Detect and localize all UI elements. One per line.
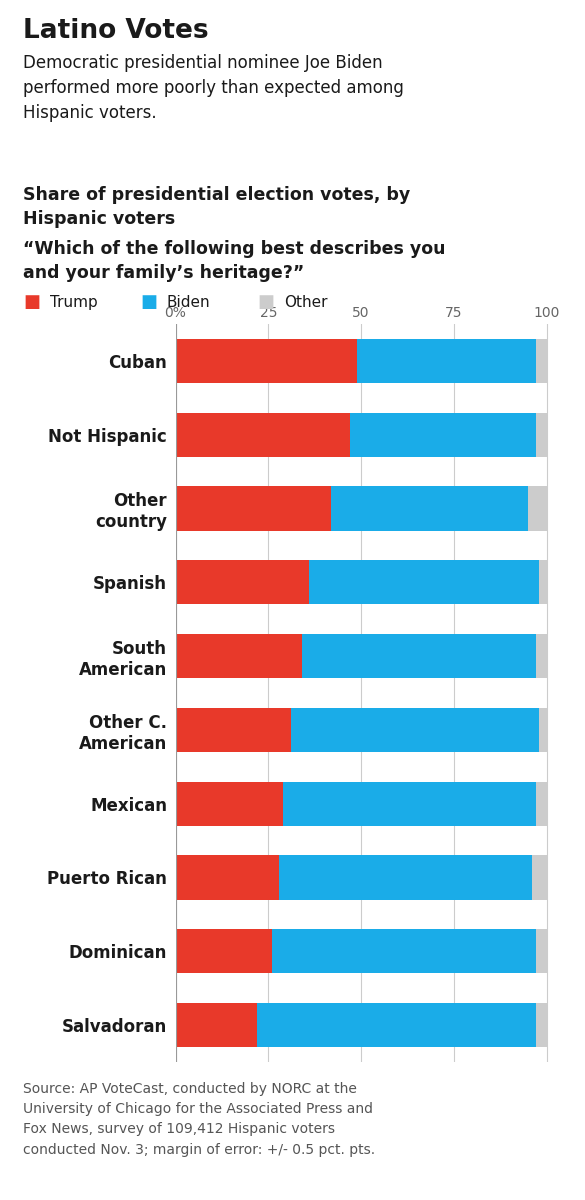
Bar: [536, 634, 547, 678]
Text: Share of presidential election votes, by
Hispanic voters: Share of presidential election votes, by…: [23, 186, 411, 228]
Bar: [536, 1003, 547, 1048]
Bar: [536, 929, 547, 973]
Bar: [176, 560, 309, 605]
Text: ■: ■: [23, 293, 40, 311]
Bar: [257, 1003, 536, 1048]
Bar: [350, 413, 536, 457]
Text: ■: ■: [257, 293, 274, 311]
Bar: [176, 856, 280, 900]
Bar: [302, 634, 536, 678]
Bar: [176, 486, 332, 530]
Bar: [532, 856, 547, 900]
Bar: [283, 781, 536, 826]
Bar: [536, 413, 547, 457]
Bar: [528, 486, 547, 530]
Bar: [536, 781, 547, 826]
Bar: [539, 560, 547, 605]
Bar: [176, 338, 357, 383]
Text: Trump: Trump: [50, 295, 98, 310]
Text: Other: Other: [284, 295, 327, 310]
Text: Latino Votes: Latino Votes: [23, 18, 209, 44]
Text: Democratic presidential nominee Joe Biden
performed more poorly than expected am: Democratic presidential nominee Joe Bide…: [23, 54, 404, 122]
Bar: [176, 708, 291, 752]
Text: “Which of the following best describes you
and your family’s heritage?”: “Which of the following best describes y…: [23, 240, 446, 282]
Bar: [357, 338, 536, 383]
Bar: [539, 708, 547, 752]
Bar: [176, 781, 283, 826]
Bar: [176, 413, 350, 457]
Bar: [291, 708, 539, 752]
Bar: [176, 634, 302, 678]
Bar: [332, 486, 528, 530]
Bar: [536, 338, 547, 383]
Bar: [176, 929, 272, 973]
Bar: [176, 1003, 257, 1048]
Bar: [272, 929, 536, 973]
Text: Source: AP VoteCast, conducted by NORC at the
University of Chicago for the Asso: Source: AP VoteCast, conducted by NORC a…: [23, 1082, 376, 1157]
Bar: [280, 856, 532, 900]
Text: Biden: Biden: [167, 295, 211, 310]
Bar: [309, 560, 539, 605]
Text: ■: ■: [140, 293, 157, 311]
